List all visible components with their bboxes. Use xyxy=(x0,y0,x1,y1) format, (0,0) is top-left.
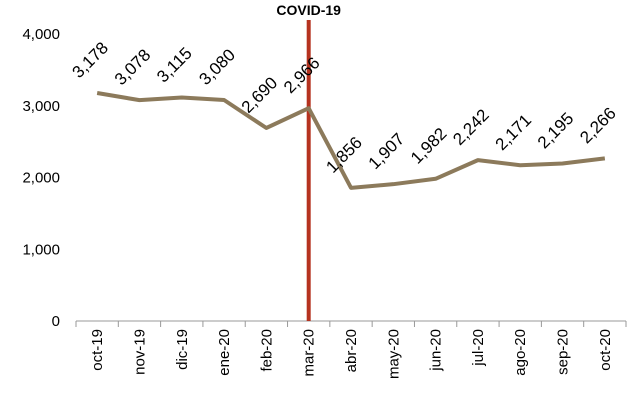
data-label: 3,080 xyxy=(195,45,239,89)
y-tick-label: 0 xyxy=(52,313,60,330)
data-label: 2,266 xyxy=(576,104,620,148)
x-tick-label: dic-19 xyxy=(174,329,191,370)
annotation: COVID-19 xyxy=(276,2,341,18)
x-tick-label: ago-20 xyxy=(512,329,529,376)
line xyxy=(96,91,606,190)
data-label: 1,856 xyxy=(322,133,366,177)
data-label: 3,178 xyxy=(69,38,113,82)
x-tick-label: ene-20 xyxy=(216,329,233,376)
data-label: 2,171 xyxy=(492,111,536,155)
y-tick-label: 3,000 xyxy=(22,98,60,115)
x-tick-label: may-20 xyxy=(385,329,402,379)
data-label: 2,966 xyxy=(280,53,324,97)
data-label: 2,242 xyxy=(449,105,493,149)
x-tick-label: feb-20 xyxy=(258,329,275,372)
y-tick-label: 2,000 xyxy=(22,170,60,187)
data-label: 1,907 xyxy=(365,129,409,173)
data-label: 1,982 xyxy=(407,124,451,168)
y-tick-label: 1,000 xyxy=(22,241,60,258)
y-tick-label: 4,000 xyxy=(22,26,60,43)
x-tick-label: sep-20 xyxy=(555,329,572,375)
x-tick-label: jun-20 xyxy=(428,329,445,372)
data-label: 2,195 xyxy=(534,109,578,153)
x-tick-label: mar-20 xyxy=(301,329,318,377)
data-label: 3,115 xyxy=(153,44,196,87)
x-tick-label: abr-20 xyxy=(343,329,360,372)
x-tick-label: oct-19 xyxy=(89,329,106,371)
data-label: 3,078 xyxy=(111,45,155,89)
x-tick-label: oct-20 xyxy=(597,329,614,371)
x-tick-label: jul-20 xyxy=(470,329,487,367)
x-tick-label: nov-19 xyxy=(131,329,148,375)
data-label: 2,690 xyxy=(238,73,282,117)
